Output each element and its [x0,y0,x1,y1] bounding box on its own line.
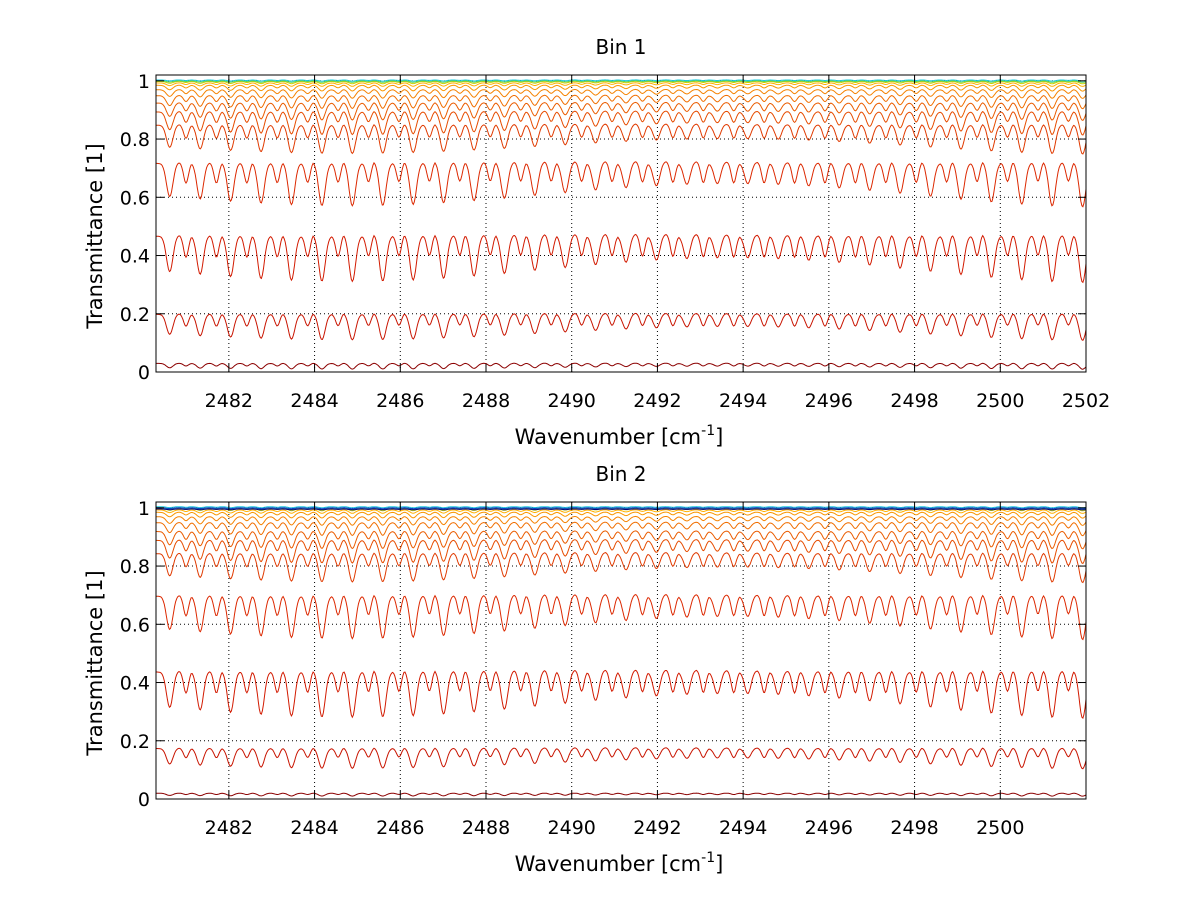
series-line [156,515,1087,526]
panel-2-title: Bin 2 [595,462,646,486]
x-tick-label: 2484 [290,390,338,412]
x-tick-label: 2492 [633,817,681,839]
x-tick-label: 2496 [805,390,853,412]
x-tick-label: 2498 [890,390,938,412]
series-line [156,792,1087,797]
x-tick-label: 2488 [462,390,510,412]
y-tick-label: 1 [138,71,150,93]
series-line [156,539,1087,565]
y-tick-label: 0.6 [120,187,150,209]
panel-1-axes-box [155,74,1087,373]
x-tick-label: 2488 [462,817,510,839]
series-line [156,506,1087,509]
panel-2-x-ticks: 2482 2484 2486 2488 2490 2492 2494 2496 2498 2500 [205,502,1024,839]
series-line [156,530,1087,550]
series-line [156,511,1087,519]
series-line [156,509,1087,514]
series-line [156,594,1087,641]
panel-1-series [155,79,1087,370]
panel-1-x-ticks: 2482 2484 2486 2488 2490 2492 2494 2496 2498 2500… [205,75,1110,412]
series-line [156,94,1087,110]
series-line [156,79,1087,82]
series-line [155,110,1087,136]
x-tick-label: 2490 [548,817,596,839]
x-tick-label: 2486 [376,390,424,412]
series-line [156,362,1087,370]
x-tick-label: 2498 [890,817,938,839]
panel-1-x-axis-label: Wavenumber [cm-1] [515,423,724,449]
panel-2-grid [156,502,1086,799]
panel-2-y-ticks: 0 0.2 0.4 0.6 0.8 1 [120,498,1086,811]
series-line [156,88,1087,99]
x-tick-label: 2494 [719,817,767,839]
x-tick-label: 2496 [805,817,853,839]
panel-1-title: Bin 1 [595,35,646,59]
panel-2-x-axis-label: Wavenumber [cm-1] [515,850,724,876]
series-line [156,80,1087,83]
y-tick-label: 0.2 [120,731,150,753]
series-line [156,521,1087,537]
series-line [156,84,1087,92]
x-tick-label: 2502 [1062,390,1110,412]
series-line [156,101,1087,122]
x-tick-label: 2484 [290,817,338,839]
x-tick-label: 2500 [976,390,1024,412]
series-line [156,507,1087,510]
panel-2-axes-box [155,501,1087,800]
x-tick-label: 2486 [376,817,424,839]
y-tick-label: 1 [138,498,150,520]
panel-2-series [155,506,1087,797]
series-line [156,82,1087,87]
series-line [156,123,1087,155]
panel-bin-2: Bin 2 2482 2484 2486 2488 2490 2492 2494 2496 24… [83,462,1087,876]
x-tick-label: 2490 [548,390,596,412]
y-tick-label: 0 [138,789,150,811]
y-tick-label: 0.8 [120,556,150,578]
panel-bin-1: Bin 1 2482 2484 2486 2488 2490 2492 2494 2496 24… [83,35,1110,449]
series-line [156,747,1087,770]
y-tick-label: 0.6 [120,614,150,636]
y-tick-label: 0.4 [120,246,150,268]
x-tick-label: 2482 [205,390,253,412]
x-tick-label: 2482 [205,817,253,839]
series-line [155,233,1087,284]
series-line [156,508,1087,511]
y-tick-label: 0.8 [120,129,150,151]
panel-2-y-axis-label: Transmittance [1] [83,570,107,756]
series-line [155,552,1087,584]
series-line [156,312,1087,341]
panel-1-y-axis-label: Transmittance [1] [83,143,107,329]
y-tick-label: 0.4 [120,673,150,695]
y-tick-label: 0.2 [120,304,150,326]
panel-1-y-ticks: 0 0.2 0.4 0.6 0.8 1 [120,71,1086,384]
y-tick-label: 0 [138,362,150,384]
x-tick-label: 2492 [633,390,681,412]
series-line [156,80,1087,85]
series-line [155,161,1087,208]
series-line [155,669,1087,720]
x-tick-label: 2494 [719,390,767,412]
x-tick-label: 2500 [976,817,1024,839]
